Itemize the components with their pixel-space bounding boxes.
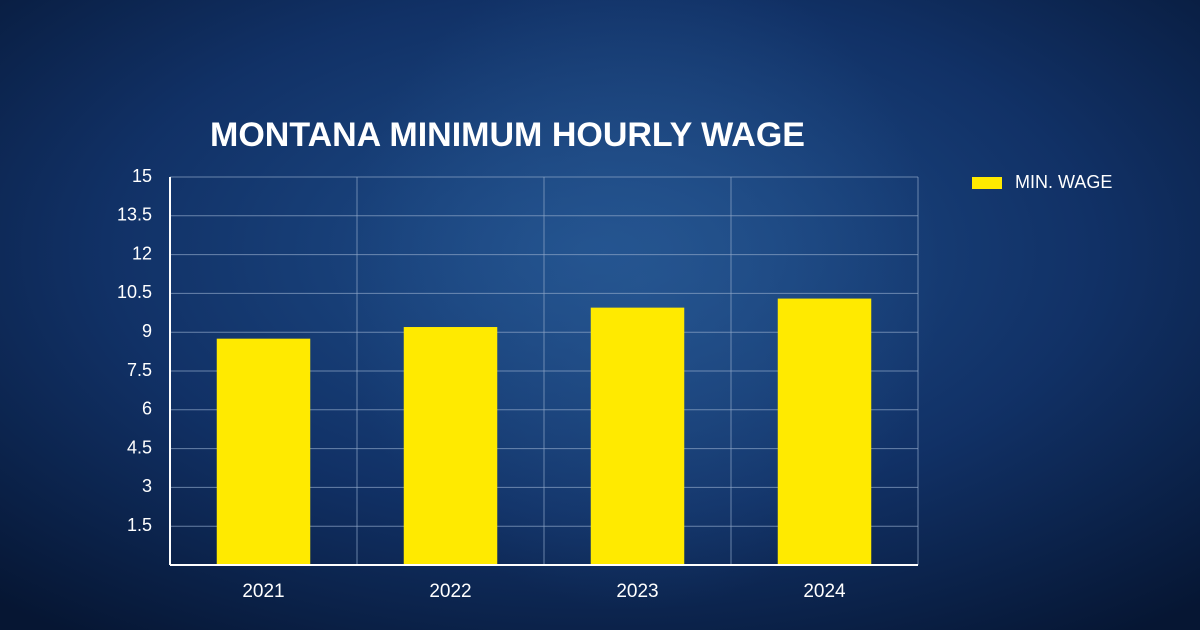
chart-title: MONTANA MINIMUM HOURLY WAGE: [210, 116, 805, 154]
x-tick-label: 2023: [616, 581, 658, 602]
legend-swatch: [972, 177, 1002, 189]
y-tick-label: 13.5: [117, 205, 152, 225]
y-tick-label: 6: [142, 399, 152, 419]
x-tick-label: 2021: [242, 581, 284, 602]
legend-label: MIN. WAGE: [1015, 172, 1112, 192]
y-tick-label: 4.5: [127, 437, 152, 457]
x-tick-label: 2024: [803, 581, 846, 602]
y-tick-label: 15: [132, 166, 152, 186]
y-tick-label: 12: [132, 243, 152, 263]
bar: [590, 307, 685, 565]
bar: [403, 327, 498, 565]
y-tick-label: 7.5: [127, 360, 152, 380]
bar: [777, 298, 872, 565]
y-tick-label: 10.5: [117, 282, 152, 302]
x-tick-label: 2022: [429, 581, 471, 602]
y-tick-label: 9: [142, 321, 152, 341]
y-tick-label: 1.5: [127, 515, 152, 535]
bar: [216, 338, 311, 565]
y-tick-label: 3: [142, 476, 152, 496]
